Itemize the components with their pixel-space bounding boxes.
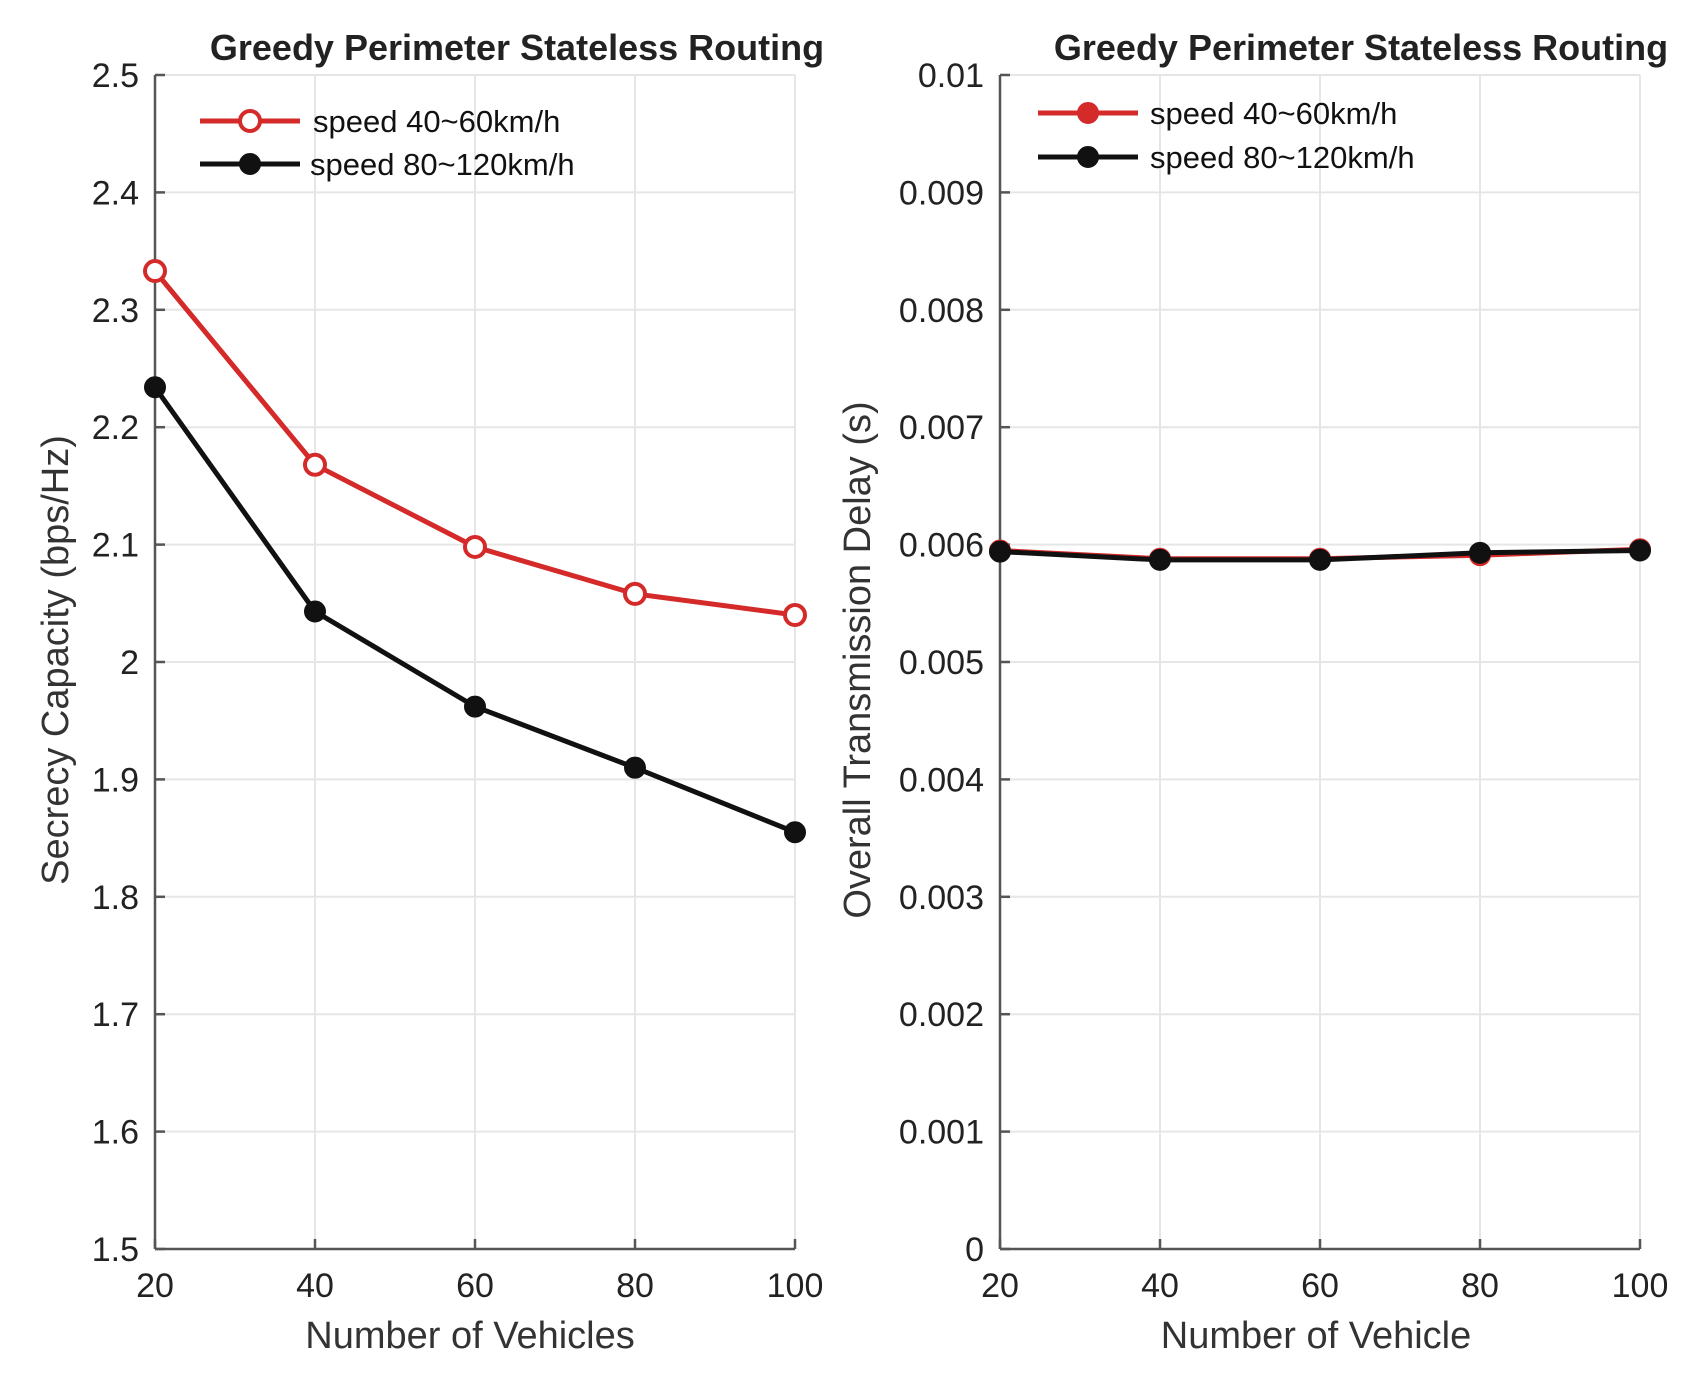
data-point bbox=[303, 452, 327, 477]
data-point bbox=[304, 600, 326, 623]
legend-entry: speed 80~120km/h bbox=[200, 147, 575, 182]
y-tick-label: 0.001 bbox=[899, 1114, 984, 1152]
data-point bbox=[784, 821, 806, 844]
chart-title: Greedy Perimeter Stateless Routing bbox=[210, 27, 824, 68]
y-tick-label: 2.4 bbox=[92, 174, 139, 212]
x-axis-title: Number of Vehicle bbox=[1161, 1315, 1472, 1357]
y-axis-title: Secrecy Capacity (bps/Hz) bbox=[35, 435, 77, 885]
y-tick-label: 0.003 bbox=[899, 879, 984, 917]
legend-marker bbox=[1077, 146, 1099, 168]
y-tick-label: 2.2 bbox=[92, 409, 139, 447]
y-tick-label: 1.9 bbox=[92, 761, 139, 799]
x-tick-label: 20 bbox=[981, 1267, 1019, 1305]
legend: speed 40~60km/h speed 80~120km/h bbox=[1038, 96, 1415, 175]
legend-label: speed 80~120km/h bbox=[1150, 140, 1415, 175]
chart-title: Greedy Perimeter Stateless Routing bbox=[1054, 27, 1668, 68]
x-tick-label: 60 bbox=[1301, 1267, 1339, 1305]
data-point bbox=[989, 540, 1011, 563]
y-tick-label: 2.1 bbox=[92, 527, 139, 565]
data-point bbox=[1469, 541, 1491, 564]
y-tick-label: 1.8 bbox=[92, 879, 139, 917]
legend-label: speed 40~60km/h bbox=[313, 104, 560, 139]
x-tick-label: 100 bbox=[767, 1267, 824, 1305]
legend-marker bbox=[239, 153, 261, 175]
legend-entry: speed 40~60km/h bbox=[1038, 96, 1397, 131]
y-tick-label: 0.006 bbox=[899, 527, 984, 565]
y-tick-label: 0.008 bbox=[899, 292, 984, 330]
x-tick-label: 40 bbox=[1141, 1267, 1179, 1305]
legend-label: speed 80~120km/h bbox=[310, 147, 575, 182]
y-tick-label: 2.5 bbox=[92, 57, 139, 95]
data-point bbox=[1309, 548, 1331, 571]
data-point bbox=[144, 376, 166, 399]
data-point bbox=[783, 603, 807, 628]
data-point bbox=[624, 756, 646, 779]
x-tick-label: 40 bbox=[296, 1267, 334, 1305]
y-tick-label: 2.3 bbox=[92, 292, 139, 330]
data-point bbox=[1149, 548, 1171, 571]
y-tick-label: 0.002 bbox=[899, 996, 984, 1034]
legend-entry: speed 80~120km/h bbox=[1038, 140, 1415, 175]
legend-entry: speed 40~60km/h bbox=[200, 104, 560, 139]
y-tick-label: 1.7 bbox=[92, 996, 139, 1034]
y-tick-label: 0.01 bbox=[918, 57, 984, 95]
y-tick-label: 1.5 bbox=[92, 1231, 139, 1269]
secrecy-capacity-chart: Greedy Perimeter Stateless Routing 1.5 1.… bbox=[35, 27, 824, 1357]
x-tick-label: 20 bbox=[136, 1267, 174, 1305]
y-tick-label: 2 bbox=[120, 644, 139, 682]
legend-marker bbox=[238, 109, 262, 133]
y-tick-label: 0.007 bbox=[899, 409, 984, 447]
x-tick-label: 80 bbox=[1461, 1267, 1499, 1305]
y-tick-label: 0.004 bbox=[899, 761, 984, 799]
data-point bbox=[463, 534, 487, 559]
y-tick-label: 0.009 bbox=[899, 174, 984, 212]
data-point bbox=[1629, 539, 1651, 562]
x-axis-title: Number of Vehicles bbox=[305, 1315, 635, 1357]
transmission-delay-chart: Greedy Perimeter Stateless Routing 0 0.00… bbox=[837, 27, 1668, 1357]
legend: speed 40~60km/h speed 80~120km/h bbox=[200, 104, 575, 182]
data-point bbox=[623, 581, 647, 606]
data-point bbox=[143, 259, 167, 284]
x-tick-label: 60 bbox=[456, 1267, 494, 1305]
y-tick-label: 0.005 bbox=[899, 644, 984, 682]
x-tick-label: 80 bbox=[616, 1267, 654, 1305]
legend-label: speed 40~60km/h bbox=[1150, 96, 1397, 131]
y-tick-label: 0 bbox=[965, 1231, 984, 1269]
y-tick-label: 1.6 bbox=[92, 1114, 139, 1152]
x-tick-label: 100 bbox=[1612, 1267, 1669, 1305]
data-point bbox=[464, 695, 486, 718]
y-axis-title: Overall Transmission Delay (s) bbox=[837, 401, 879, 918]
legend-marker bbox=[1077, 102, 1099, 124]
